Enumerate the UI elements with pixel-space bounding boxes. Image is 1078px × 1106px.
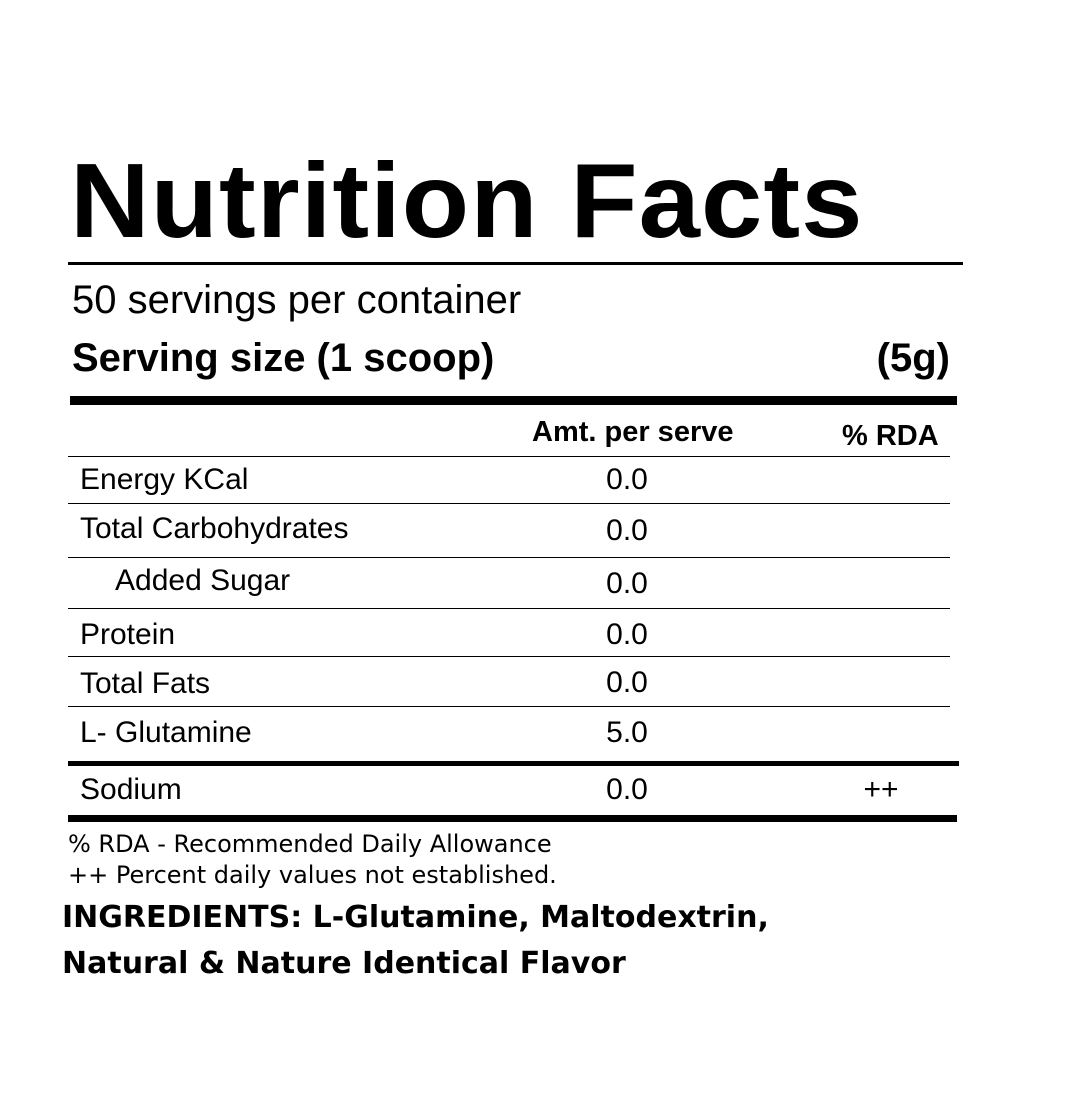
nutrient-amount: 0.0	[606, 567, 648, 600]
nutrient-rda: ++	[863, 773, 899, 806]
ingredients-line-1: INGREDIENTS: L-Glutamine, Maltodextrin,	[62, 900, 769, 935]
nutrient-amount: 5.0	[606, 716, 648, 749]
table-bottom-divider	[68, 815, 957, 822]
serving-size-weight: (5g)	[876, 336, 950, 380]
amount-per-serve-header: Amt. per serve	[532, 416, 734, 448]
title-divider	[68, 262, 963, 265]
header-divider	[68, 456, 950, 457]
nutrient-name: L- Glutamine	[80, 716, 252, 749]
nutrient-name: Total Carbohydrates	[80, 512, 349, 545]
row-divider	[68, 706, 950, 707]
label-title: Nutrition Facts	[70, 142, 864, 260]
nutrient-amount: 0.0	[606, 618, 648, 651]
nutrient-name: Total Fats	[80, 667, 211, 700]
servings-per-container: 50 servings per container	[72, 278, 522, 322]
nutrient-amount: 0.0	[606, 773, 648, 806]
nutrient-name: Protein	[80, 618, 176, 651]
nutrient-amount: 0.0	[606, 666, 648, 699]
nutrient-name: Sodium	[80, 773, 182, 806]
nutrient-amount: 0.0	[606, 514, 648, 547]
row-divider	[68, 656, 950, 657]
nutrient-name: Added Sugar	[115, 564, 291, 597]
not-established-footnote: ++ Percent daily values not established.	[68, 861, 557, 889]
ingredients-line-2: Natural & Nature Identical Flavor	[62, 946, 626, 981]
row-divider	[68, 608, 950, 609]
rda-header: % RDA	[842, 420, 939, 452]
row-divider	[68, 557, 950, 558]
sodium-divider-thick	[68, 761, 959, 766]
serving-size-label: Serving size (1 scoop)	[72, 336, 495, 380]
row-divider	[68, 503, 950, 504]
nutrient-amount: 0.0	[606, 463, 648, 496]
rda-footnote: % RDA - Recommended Daily Allowance	[68, 830, 552, 858]
serving-divider-thick	[70, 396, 957, 405]
nutrient-name: Energy KCal	[80, 463, 249, 496]
